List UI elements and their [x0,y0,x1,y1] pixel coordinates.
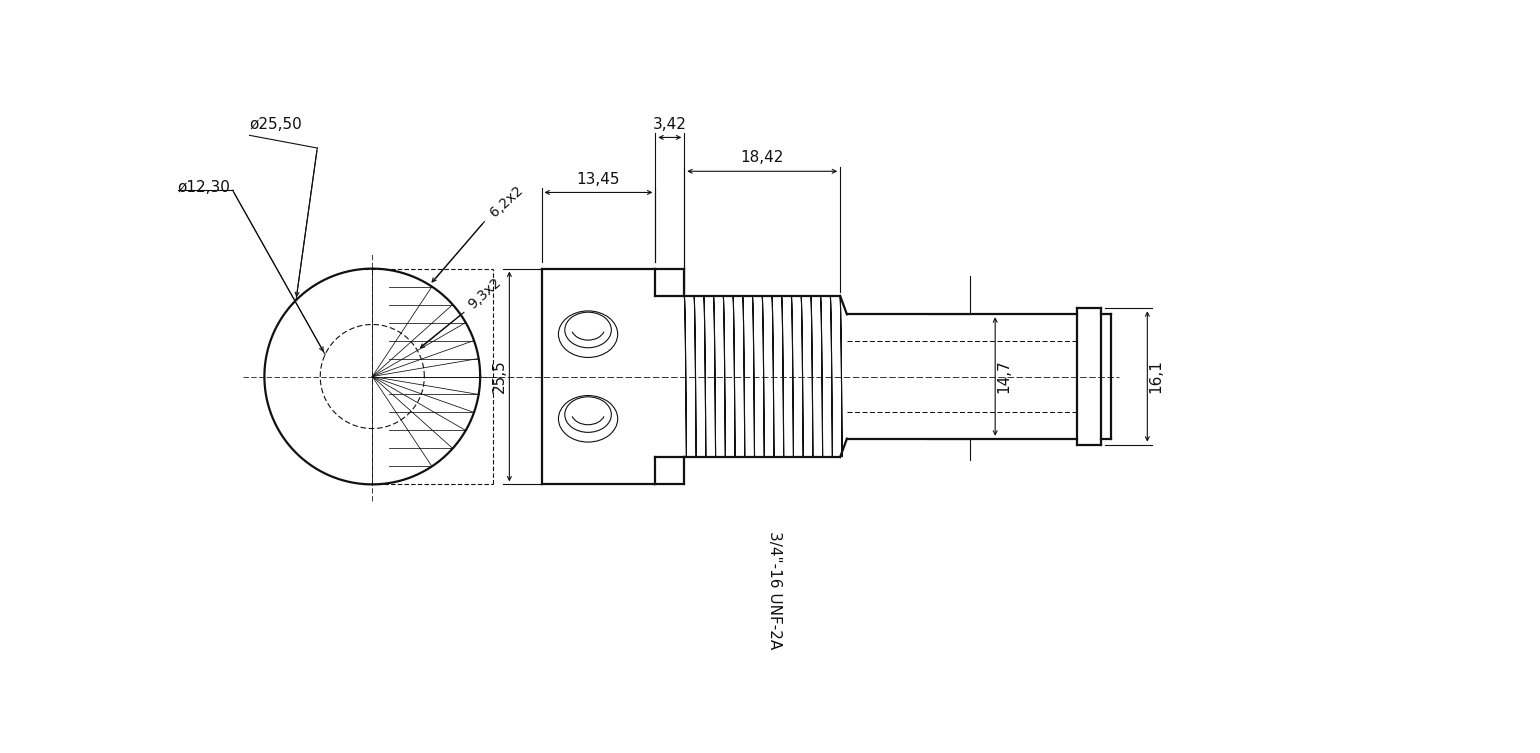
Text: 3/4"-16 UNF-2A: 3/4"-16 UNF-2A [767,531,782,649]
Text: ø12,30: ø12,30 [177,179,231,194]
Text: ø25,50: ø25,50 [249,117,302,132]
Text: 3,42: 3,42 [653,117,687,132]
Text: 16,1: 16,1 [1149,360,1163,393]
Text: 9,3x2: 9,3x2 [465,275,504,312]
Text: 13,45: 13,45 [576,172,621,187]
Text: 18,42: 18,42 [741,151,784,166]
Text: 14,7: 14,7 [996,360,1012,393]
Text: 25,5: 25,5 [491,360,507,393]
Text: 6,2x2: 6,2x2 [487,183,525,220]
